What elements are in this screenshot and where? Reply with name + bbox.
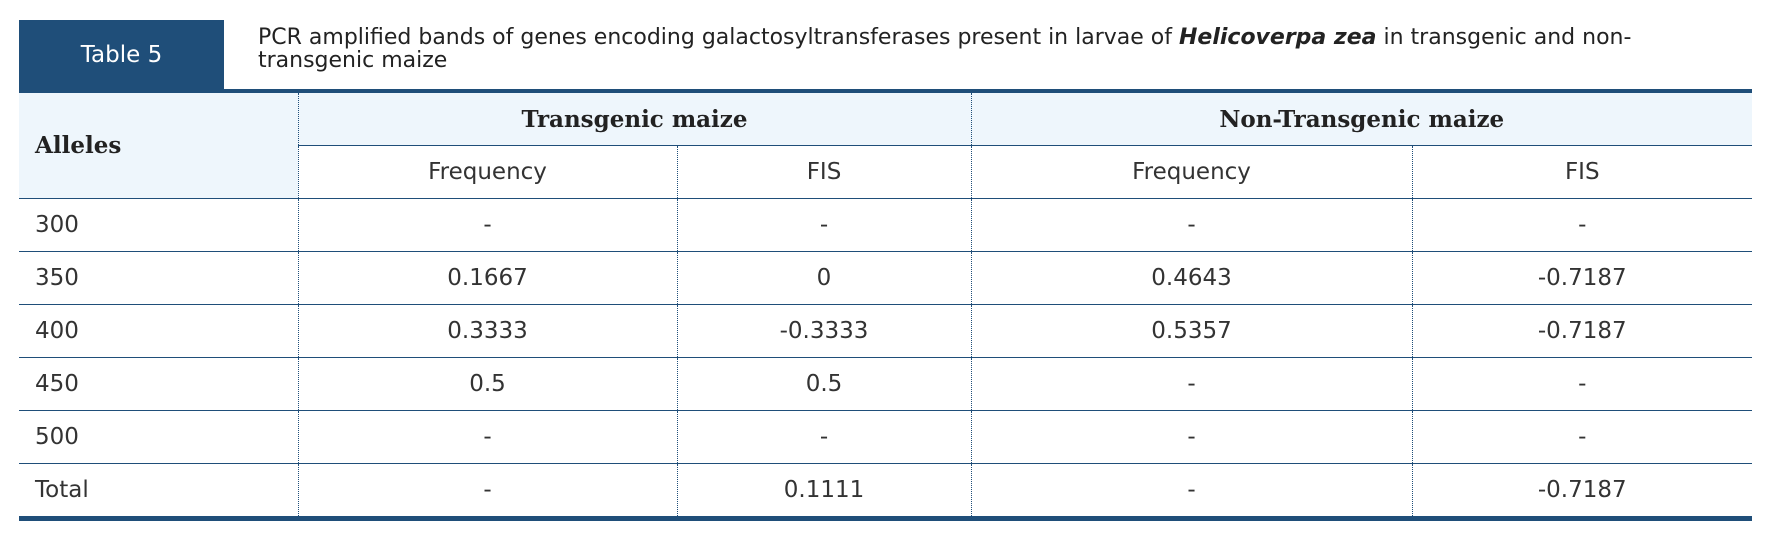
group-header: Transgenic maize (297, 91, 971, 146)
cell: - (1411, 410, 1753, 464)
header-cell: Alleles (19, 91, 298, 199)
column-header: FIS (676, 145, 971, 199)
table-row: 500- - - - (19, 410, 1753, 464)
cell: - (676, 198, 971, 252)
table-body: 300- - - -350 0.1667 0 0.4643 -0.7187 400 0.3333-… (19, 198, 1753, 519)
cell: - (970, 198, 1412, 252)
group-header: Non-Transgenic maize (970, 91, 1753, 146)
cell: 0.5 (676, 357, 971, 411)
table-row: 400 0.3333 -0.3333 0.5357 -0.7187 (19, 304, 1753, 358)
caption-text: in transgenic and non-transgenic maize (258, 25, 1632, 73)
cell: - (970, 410, 1412, 464)
cell: - (297, 463, 677, 519)
cell: 0.5 (297, 357, 677, 411)
row-label: 500 (19, 410, 298, 464)
cell: -0.3333 (676, 304, 971, 358)
cell: - (970, 463, 1412, 519)
cell: 0.4643 (970, 251, 1412, 305)
caption: PCR amplified bands of genes encoding ga… (258, 26, 1698, 72)
column-header: Frequency (970, 145, 1412, 199)
cell: - (297, 410, 677, 464)
table-row: Total -0.1111- -0.7187 (19, 463, 1753, 519)
cell: 0.1667 (297, 251, 677, 305)
row-label: 450 (19, 357, 298, 411)
row-label: 350 (19, 251, 298, 305)
column-header: FIS (1411, 145, 1753, 199)
cell: 0.5357 (970, 304, 1412, 358)
cell: 0.3333 (297, 304, 677, 358)
cell: - (676, 410, 971, 464)
cell: 0 (676, 251, 971, 305)
row-label: 300 (19, 198, 298, 252)
cell: -0.7187 (1411, 251, 1753, 305)
cell: - (297, 198, 677, 252)
caption-species: Helicoverpa zea (1178, 25, 1377, 50)
table-label: Table 5 (19, 20, 224, 90)
table-row: 450 0.5 0.5- - (19, 357, 1753, 411)
cell: - (1411, 198, 1753, 252)
caption-text: PCR amplified bands of genes encoding ga… (258, 25, 1179, 50)
cell: 0.1111 (676, 463, 971, 519)
cell: - (970, 357, 1412, 411)
cell: -0.7187 (1411, 304, 1753, 358)
table-row: 300- - - - (19, 198, 1753, 252)
cell: -0.7187 (1411, 463, 1753, 519)
data-table: Alleles Transgenic maize Non-Transgenic … (19, 89, 1753, 521)
table-row: 350 0.1667 0 0.4643 -0.7187 (19, 251, 1753, 305)
row-label: 400 (19, 304, 298, 358)
row-label: Total (19, 463, 298, 519)
cell: - (1411, 357, 1753, 411)
column-header: Frequency (297, 145, 677, 199)
